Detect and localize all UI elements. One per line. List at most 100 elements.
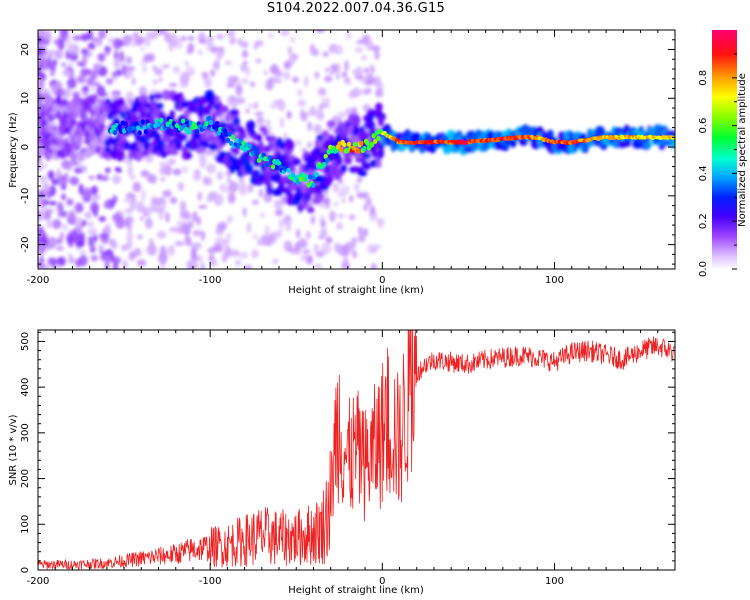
spectrogram-band-cell [357, 170, 368, 177]
spectrogram-noise-cell [334, 242, 341, 253]
spectrogram-noise-cell [69, 43, 80, 55]
spectrogram-band-cell [212, 110, 223, 117]
spectrogram-noise-cell [78, 254, 88, 267]
spectrogram-band-cell [177, 132, 188, 142]
spectrogram-noise-cell [83, 68, 93, 74]
figure-title: S104.2022.007.04.36.G15 [266, 1, 446, 16]
spectrogram-noise-cell [79, 249, 87, 256]
spectrogram-noise-cell [81, 86, 90, 91]
spectrogram-noise-cell [314, 263, 323, 269]
spectrogram-band-cell [262, 145, 272, 153]
spectrogram-ridge-cell [298, 176, 304, 182]
spectrogram-noise-cell [325, 236, 333, 244]
spectrogram-noise-cell [354, 184, 360, 194]
spectrogram-band-cell [328, 134, 335, 143]
spectrogram-noise-cell [232, 104, 237, 110]
spectrogram-noise-cell [129, 175, 136, 181]
spectrogram-ridge-cell [137, 130, 142, 136]
spectrogram-plot-frame [37, 29, 676, 270]
spectrogram-ridge-cell [373, 138, 378, 144]
spectrogram-noise-cell [57, 177, 65, 187]
spectrogram-band-cell [375, 102, 383, 111]
spectrogram-noise-cell [358, 230, 364, 240]
spectrogram-noise-cell [219, 221, 228, 230]
spectrogram-ridge-cell [286, 167, 291, 173]
spectrogram-noise-cell [54, 82, 61, 90]
spectrogram-noise-cell [361, 55, 367, 61]
spectrogram-band-cell [205, 103, 214, 112]
spectrogram-noise-cell [166, 246, 176, 257]
spectrogram-ridge-cell [295, 179, 300, 185]
spectrogram-noise-cell [363, 203, 368, 212]
spectrogram-ridge-cell [321, 161, 327, 168]
spectrogram-noise-cell [38, 77, 45, 89]
spectrogram-ridge-cell [228, 140, 234, 146]
spectrogram-noise-cell [260, 212, 265, 219]
spectrogram-noise-cell [354, 74, 364, 80]
spectrogram-band-cell [262, 127, 269, 137]
spectrogram-noise-cell [145, 217, 151, 226]
spectrogram-noise-cell [226, 30, 236, 37]
spectrogram-ridge-cell [117, 124, 122, 130]
spectrogram-noise-cell [330, 64, 336, 70]
spectrogram-noise-cell [56, 237, 63, 245]
spectrogram-noise-cell [336, 213, 346, 219]
spectrogram-noise-cell [148, 174, 157, 184]
spectrogram-noise-cell [324, 75, 333, 83]
spectrogram-noise-cell [265, 119, 271, 127]
spectrogram-noise-cell [81, 219, 87, 227]
spectrogram-noise-cell [364, 79, 374, 86]
spectrogram-noise-cell [69, 176, 79, 186]
spectrogram-noise-cell [335, 62, 341, 75]
spectrogram-noise-cell [87, 42, 96, 50]
snr-y-tick-label: 200 [20, 469, 31, 488]
spectrogram-noise-cell [168, 82, 178, 88]
spectrogram-band-cell [343, 156, 353, 165]
spectrogram-noise-cell [123, 197, 133, 203]
snr-y-tick-label: 500 [20, 332, 31, 351]
spectrogram-noise-cell [307, 256, 313, 262]
spectrogram-band-cell [314, 191, 324, 202]
snr-x-tick-label: -200 [27, 576, 50, 587]
spectrogram-noise-cell [187, 42, 195, 54]
spectrogram-noise-cell [227, 176, 232, 185]
spectrogram-ridge-cell [193, 124, 198, 130]
spectrogram-band-cell [232, 116, 240, 126]
spectrogram-y-tick-label: -10 [20, 188, 31, 204]
spectrogram-band-cell [285, 139, 295, 151]
spectrogram-band-cell [105, 146, 112, 153]
spectrogram-noise-cell [226, 83, 236, 88]
spectrogram-ridge-cell [376, 135, 381, 142]
spectrogram-noise-cell [122, 34, 131, 47]
spectrogram-noise-cell [66, 78, 77, 89]
spectrogram-band-cell [256, 133, 263, 143]
snr-y-tick-label: 300 [20, 423, 31, 442]
spectrogram-band-cell [170, 149, 179, 156]
spectrogram-noise-cell [276, 229, 282, 238]
spectrogram-noise-cell [221, 252, 228, 263]
spectrogram-noise-cell [227, 192, 236, 204]
spectrogram-band-cell [110, 138, 119, 146]
spectrogram-noise-cell [167, 158, 176, 165]
spectrogram-ridge-cell [346, 141, 352, 147]
spectrogram-noise-cell [184, 236, 192, 243]
spectrogram-noise-cell [251, 199, 260, 206]
spectrogram-noise-cell [162, 190, 171, 198]
spectrogram-band-cell [377, 114, 384, 127]
colorbar-tick-label: 0.0 [698, 261, 709, 277]
spectrogram-ridge-cell [123, 121, 129, 127]
spectrogram-noise-cell [320, 220, 326, 228]
spectrogram-noise-cell [247, 103, 257, 108]
spectrogram-noise-cell [264, 225, 270, 237]
spectrogram-noise-cell [227, 75, 236, 85]
spectrogram-band-cell [276, 185, 283, 197]
spectrogram-noise-cell [43, 263, 50, 269]
spectrogram-noise-cell [104, 261, 110, 269]
snr-x-tick-label: 100 [545, 576, 564, 587]
spectrogram-noise-cell [321, 97, 327, 104]
spectrogram-noise-cell [216, 171, 224, 181]
spectrogram-noise-cell [198, 39, 208, 44]
spectrogram-noise-cell [89, 246, 96, 253]
spectrogram-x-tick-label: -100 [199, 275, 222, 286]
